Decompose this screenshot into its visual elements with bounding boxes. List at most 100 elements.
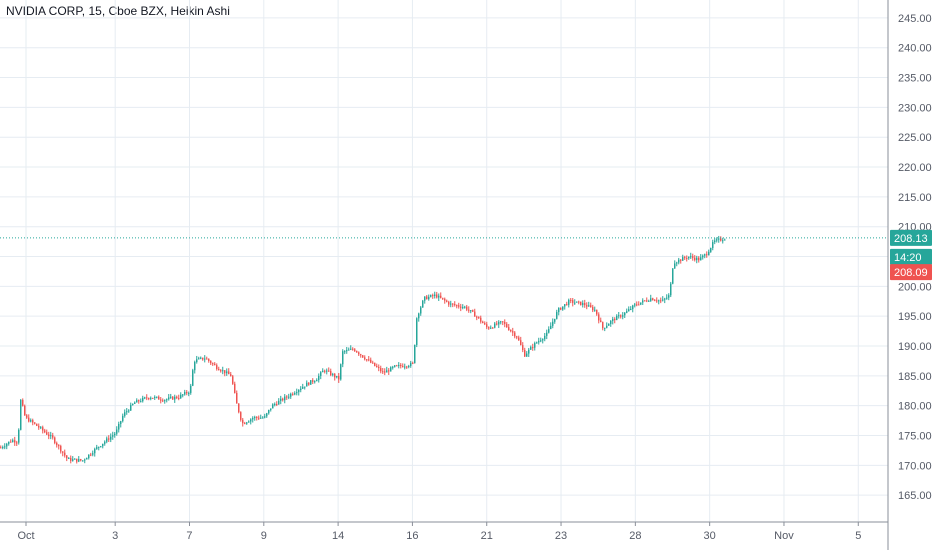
candle-body xyxy=(434,294,436,296)
candle-body xyxy=(390,367,392,372)
x-tick-label: 14 xyxy=(332,530,344,542)
candle-body xyxy=(190,385,192,393)
candle-body xyxy=(626,311,628,313)
y-tick-label: 165.00 xyxy=(898,490,932,502)
candle-body xyxy=(174,396,176,400)
x-tick-label: 30 xyxy=(704,530,716,542)
candle-body xyxy=(338,375,340,380)
candle-body xyxy=(136,400,138,403)
candle-body xyxy=(388,370,390,372)
candle-body xyxy=(78,459,80,462)
candle-body xyxy=(60,446,62,452)
candle-body xyxy=(20,399,22,430)
candle-body xyxy=(724,239,726,241)
candle-body xyxy=(458,305,460,307)
candle-body xyxy=(88,454,90,459)
candle-body xyxy=(720,238,722,241)
candle-body xyxy=(124,412,126,416)
y-tick-label: 230.00 xyxy=(898,102,932,114)
candle-body xyxy=(284,396,286,401)
candle-body xyxy=(382,371,384,373)
candle-body xyxy=(260,417,262,419)
y-tick-label: 195.00 xyxy=(898,311,932,323)
candle-body xyxy=(538,340,540,343)
candle-body xyxy=(530,347,532,350)
candle-body xyxy=(4,446,6,448)
candle-body xyxy=(454,304,456,306)
candle-body xyxy=(616,315,618,321)
last-price-badge: 208.13 xyxy=(894,233,928,245)
y-tick-label: 170.00 xyxy=(898,460,932,472)
candle-body xyxy=(364,357,366,360)
candle-body xyxy=(226,371,228,374)
candle-body xyxy=(392,366,394,368)
candle-body xyxy=(34,422,36,424)
candle-body xyxy=(446,300,448,302)
candle-body xyxy=(554,318,556,322)
candle-body xyxy=(130,404,132,411)
candle-body xyxy=(472,310,474,312)
x-tick-label: 9 xyxy=(261,530,267,542)
candle-body xyxy=(132,403,134,405)
candle-body xyxy=(584,303,586,306)
candle-body xyxy=(178,397,180,399)
candle-body xyxy=(636,304,638,306)
candle-body xyxy=(566,304,568,306)
candle-body xyxy=(40,427,42,429)
candle-body xyxy=(692,256,694,258)
candle-body xyxy=(82,460,84,462)
candle-body xyxy=(64,452,66,456)
candle-body xyxy=(618,315,620,317)
candle-body xyxy=(220,370,222,372)
candle-body xyxy=(268,409,270,414)
candle-body xyxy=(674,263,676,269)
candle-body xyxy=(302,386,304,389)
candle-body xyxy=(474,311,476,317)
candle-body xyxy=(648,300,650,302)
candle-body xyxy=(94,448,96,454)
candle-body xyxy=(10,441,12,443)
candle-body xyxy=(606,325,608,328)
candle-body xyxy=(414,344,416,364)
candle-body xyxy=(70,458,72,461)
candle-body xyxy=(32,420,34,423)
candle-body xyxy=(684,257,686,259)
x-tick-label: Oct xyxy=(17,530,34,542)
candle-body xyxy=(694,257,696,261)
candle-body xyxy=(154,396,156,399)
candle-body xyxy=(462,307,464,309)
candle-body xyxy=(536,342,538,344)
candle-body xyxy=(548,329,550,333)
candle-body xyxy=(716,239,718,241)
candle-body xyxy=(598,314,600,321)
candle-body xyxy=(348,349,350,351)
candle-body xyxy=(456,305,458,307)
candle-body xyxy=(404,366,406,368)
candle-body xyxy=(624,312,626,316)
candle-body xyxy=(128,410,130,412)
candle-body xyxy=(72,459,74,461)
candle-body xyxy=(450,303,452,305)
candle-body xyxy=(116,429,118,434)
candle-body xyxy=(176,396,178,398)
candle-body xyxy=(28,417,30,422)
candle-body xyxy=(498,321,500,325)
candle-body xyxy=(452,303,454,305)
candle-body xyxy=(50,435,52,437)
candle-body xyxy=(520,340,522,346)
candle-body xyxy=(478,316,480,318)
candle-body xyxy=(650,298,652,301)
candle-body xyxy=(622,315,624,317)
candle-body xyxy=(510,330,512,332)
candle-body xyxy=(192,370,194,386)
candle-body xyxy=(412,362,414,364)
candle-body xyxy=(502,321,504,323)
candle-body xyxy=(142,397,144,402)
candle-body xyxy=(646,300,648,302)
candle-body xyxy=(428,296,430,300)
candle-body xyxy=(288,396,290,398)
candle-body xyxy=(600,320,602,323)
candle-body xyxy=(36,423,38,426)
candle-body xyxy=(630,308,632,310)
